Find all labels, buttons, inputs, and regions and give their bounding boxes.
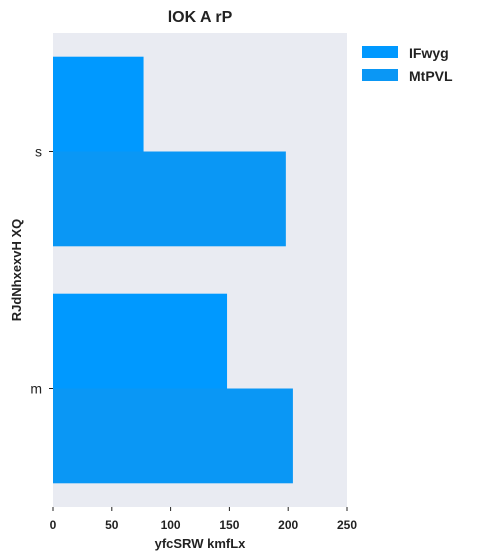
x-tick-label: 50 [105, 518, 119, 532]
bar-IFwyg-m [53, 293, 228, 389]
x-tick-label: 0 [50, 518, 57, 532]
y-tick-label: m [30, 381, 42, 397]
chart-title: lOK A rP [168, 9, 233, 26]
y-axis-label: RJdNhxexvH XQ [9, 219, 24, 322]
legend-swatch-IFwyg [362, 46, 398, 58]
bars-group [53, 56, 293, 484]
x-tick-label: 200 [278, 518, 298, 532]
legend-label-MtPVL: MtPVL [409, 68, 453, 84]
x-tick-label: 250 [337, 518, 357, 532]
x-tick-label: 100 [161, 518, 181, 532]
legend-label-IFwyg: IFwyg [409, 45, 449, 61]
legend: IFwyg MtPVL [362, 45, 453, 84]
x-tick-label: 150 [219, 518, 239, 532]
x-axis-ticks: 0 50 100 150 200 250 [50, 507, 357, 532]
bar-MtPVL-m [53, 388, 293, 484]
y-tick-label: s [35, 144, 42, 160]
bar-IFwyg-s [53, 56, 144, 152]
legend-swatch-MtPVL [362, 69, 398, 81]
y-axis-ticks: sm [30, 144, 53, 397]
bar-MtPVL-s [53, 151, 286, 247]
x-axis-label: yfcSRW kmfLx [155, 536, 247, 551]
